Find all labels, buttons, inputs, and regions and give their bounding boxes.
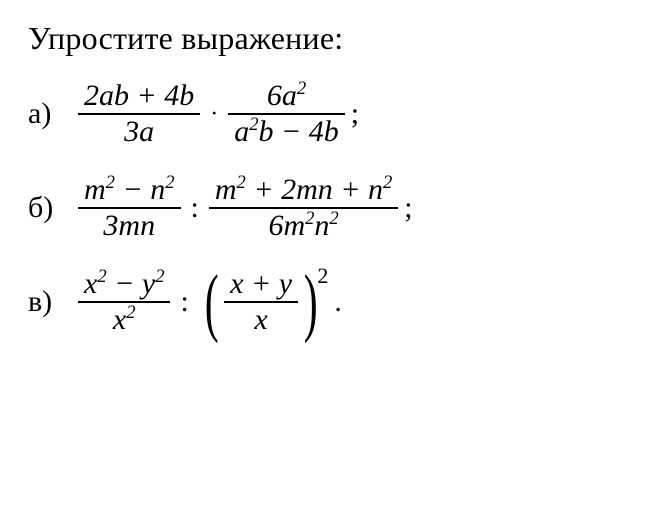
left-paren-icon: ( — [205, 272, 219, 333]
fraction-c1: x2 − y2 x2 — [78, 267, 170, 337]
denominator: 6m2n2 — [262, 209, 344, 243]
exponent: 2 — [249, 114, 258, 135]
expression-b: m2 − n2 3mn : m2 + 2mn + n2 6m2n2 ; — [78, 173, 413, 243]
fraction-a2: 6a2 a2b − 4b — [228, 79, 345, 149]
term: 6a — [267, 79, 297, 112]
label-c: в) — [28, 285, 78, 319]
numerator: x2 − y2 — [78, 267, 170, 301]
divide-colon-icon: : — [181, 191, 209, 225]
terminator: ; — [345, 97, 359, 131]
fraction-c2: x + y x — [224, 267, 298, 337]
label-a: а) — [28, 97, 78, 131]
outer-exponent: 2 — [317, 263, 328, 289]
exponent: 2 — [297, 78, 306, 99]
label-b: б) — [28, 191, 78, 225]
fraction-b2: m2 + 2mn + n2 6m2n2 — [209, 173, 398, 243]
term: x — [84, 267, 97, 300]
numerator: 2ab + 4b — [78, 79, 200, 113]
term: 6m — [268, 209, 305, 242]
exponent: 2 — [383, 172, 392, 193]
problem-b: б) m2 − n2 3mn : m2 + 2mn + n2 6m2n2 ; — [28, 173, 639, 243]
term: x — [113, 303, 126, 336]
term: b − 4b — [259, 115, 339, 148]
numerator: m2 + 2mn + n2 — [209, 173, 398, 207]
term: m — [215, 173, 237, 206]
fraction-b1: m2 − n2 3mn — [78, 173, 181, 243]
terminator: . — [328, 285, 342, 319]
denominator: 3a — [118, 115, 160, 149]
exponent: 2 — [237, 172, 246, 193]
multiply-dot-icon: · — [200, 101, 228, 128]
parenthesized-fraction: ( x + y x ) 2 — [199, 267, 329, 337]
numerator: 6a2 — [261, 79, 312, 113]
term: − y — [107, 267, 156, 300]
exponent: 2 — [126, 302, 135, 323]
problem-a: а) 2ab + 4b 3a · 6a2 a2b − 4b ; — [28, 79, 639, 149]
term: + 2mn + n — [246, 173, 383, 206]
title: Упростите выражение: — [28, 20, 639, 57]
terminator: ; — [398, 191, 412, 225]
divide-colon-icon: : — [170, 285, 198, 319]
fraction-a1: 2ab + 4b 3a — [78, 79, 200, 149]
numerator: m2 − n2 — [78, 173, 181, 207]
right-paren-icon: ) — [304, 272, 318, 333]
exponent: 2 — [106, 172, 115, 193]
problem-c: в) x2 − y2 x2 : ( x + y x ) 2 — [28, 267, 639, 337]
term: − n — [115, 173, 165, 206]
denominator: a2b − 4b — [228, 115, 345, 149]
term: m — [84, 173, 106, 206]
exponent: 2 — [155, 266, 164, 287]
expression-a: 2ab + 4b 3a · 6a2 a2b − 4b ; — [78, 79, 359, 149]
denominator: 3mn — [97, 209, 161, 243]
page: Упростите выражение: а) 2ab + 4b 3a · 6a… — [0, 0, 667, 381]
exponent: 2 — [97, 266, 106, 287]
expression-c: x2 − y2 x2 : ( x + y x ) 2 . — [78, 267, 342, 337]
denominator: x — [248, 303, 273, 337]
exponent: 2 — [329, 208, 338, 229]
term: n — [314, 209, 329, 242]
term: a — [234, 115, 249, 148]
numerator: x + y — [224, 267, 298, 301]
exponent: 2 — [165, 172, 174, 193]
denominator: x2 — [107, 303, 142, 337]
exponent: 2 — [305, 208, 314, 229]
